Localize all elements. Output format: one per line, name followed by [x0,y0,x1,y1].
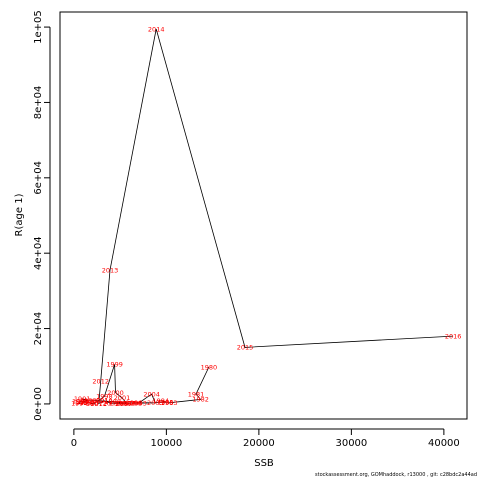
x-tick-label: 20000 [243,438,275,449]
footer-note: stockassessment.org, GOMhaddock, r13000 … [315,472,477,478]
year-label: 2006 [125,400,142,408]
year-label: 1983 [161,399,178,407]
plot-frame [59,11,468,420]
year-label: 1998 [96,393,113,401]
year-label: 2014 [148,25,165,33]
year-label: 2013 [102,266,119,274]
y-tick-label: 0e+00 [33,387,44,421]
x-tick-label: 30000 [335,438,367,449]
year-label: 2007 [116,400,133,408]
year-label: 1992 [77,398,94,406]
year-label: 1989 [88,397,105,405]
y-tick-label: 4e+04 [33,236,44,270]
year-label: 2015 [237,344,254,352]
y-tick-label: 1e+05 [33,10,44,44]
year-label: 1996 [80,399,97,407]
year-label: 1985 [157,399,174,407]
year-label: 1984 [153,397,170,405]
year-label: 2010 [96,397,113,405]
x-axis-title: SSB [254,458,274,469]
year-label: 1995 [75,399,92,407]
x-tick-label: 40000 [428,438,460,449]
year-label: 1991 [74,395,91,403]
y-tick-label: 2e+04 [33,312,44,346]
year-label: 1982 [192,396,209,404]
year-label: 2008 [109,400,126,408]
year-label: 2002 [118,400,135,408]
year-label: 1994 [71,400,88,408]
year-label: 2004 [143,390,160,398]
stock-recruit-line [78,28,454,405]
year-label: 1993 [72,398,89,406]
year-label: 1988 [104,398,121,406]
y-tick-label: 6e+04 [33,161,44,195]
year-label: 1987 [119,400,136,408]
x-axis: 0 10000 20000 30000 40000 [71,428,460,449]
year-label: 2003 [130,400,147,408]
year-label: 1997 [86,400,103,408]
y-tick-label: 8e+04 [33,86,44,120]
year-label: 2001 [114,394,131,402]
year-label: 2000 [107,389,124,397]
year-label: 2009 [103,400,120,408]
y-axis-title: R(age 1) [14,193,25,236]
year-label: 2005 [147,399,164,407]
year-label: 2011 [91,400,108,408]
x-tick-label: 10000 [150,438,182,449]
year-label: 2012 [92,378,109,386]
year-label: 2016 [445,332,462,340]
year-label: 1999 [106,361,123,369]
year-label: 1980 [201,363,218,371]
year-label: 1981 [188,390,205,398]
year-label: 1990 [80,397,97,405]
year-label: 1986 [126,399,143,407]
y-axis: 0e+00 2e+04 4e+04 6e+04 8e+04 1e+05 [33,10,51,421]
x-tick-label: 0 [71,438,77,449]
